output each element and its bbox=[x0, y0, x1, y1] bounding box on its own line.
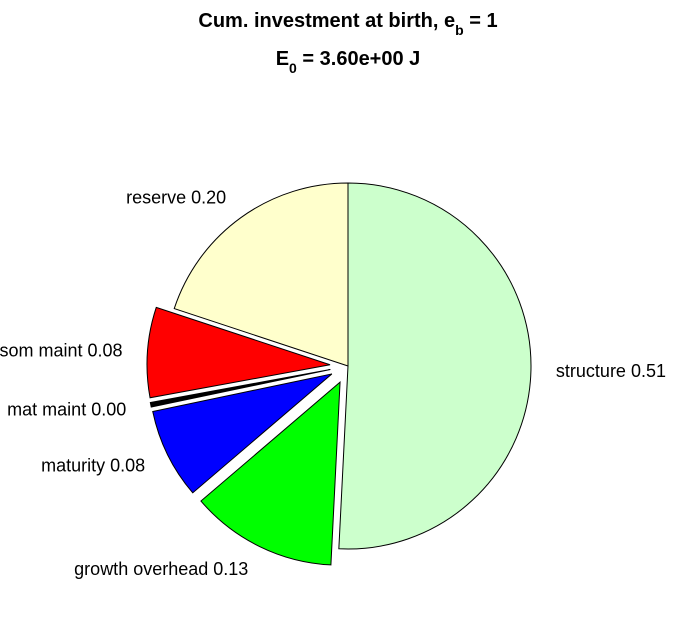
pie-slice-structure bbox=[338, 182, 532, 550]
pie-label-structure: structure 0.51 bbox=[556, 361, 666, 381]
pie-slice-growth-overhead bbox=[200, 381, 341, 566]
pie-label-maturity: maturity 0.08 bbox=[41, 456, 145, 476]
chart-title-line1: Cum. investment at birth, eb = 1 bbox=[198, 10, 497, 38]
pie-label-som-maint: som maint 0.08 bbox=[0, 340, 123, 360]
pie-slice-mat-maint bbox=[149, 368, 331, 408]
chart-title-line2: E0 = 3.60e+00 J bbox=[276, 48, 421, 76]
pie-label-growth-overhead: growth overhead 0.13 bbox=[74, 559, 248, 579]
pie-label-reserve: reserve 0.20 bbox=[126, 187, 226, 207]
pie-slice-reserve bbox=[173, 182, 349, 367]
chart-title-line2-subscript: 0 bbox=[289, 60, 297, 76]
pie-slices bbox=[146, 182, 532, 566]
pie-label-mat-maint: mat maint 0.00 bbox=[7, 400, 126, 420]
chart-title-line2-text: E bbox=[276, 48, 289, 70]
chart-title-line1-suffix: = 1 bbox=[464, 10, 498, 32]
chart-title-line2-suffix: = 3.60e+00 J bbox=[297, 48, 420, 70]
chart-title-line1-subscript: b bbox=[455, 22, 464, 38]
pie-slice-som-maint bbox=[146, 306, 331, 399]
pie-labels: structure 0.51 growth overhead 0.13 maturi… bbox=[0, 187, 666, 578]
chart-title-line1-text: Cum. investment at birth, e bbox=[198, 10, 455, 32]
pie-slice-maturity bbox=[152, 373, 333, 494]
